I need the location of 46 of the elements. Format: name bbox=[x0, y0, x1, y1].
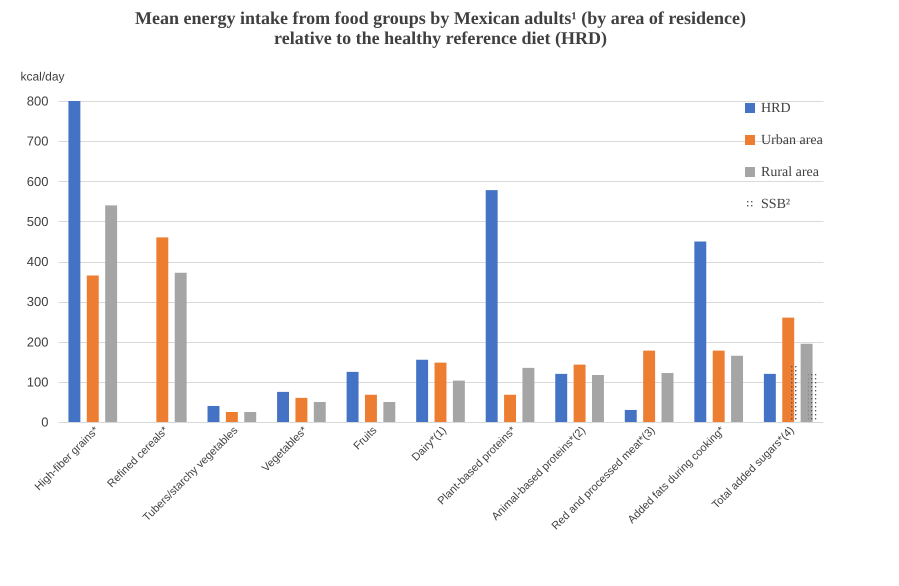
bar bbox=[156, 237, 168, 422]
bar bbox=[434, 362, 446, 422]
bar bbox=[208, 406, 220, 422]
bar bbox=[643, 350, 656, 422]
bar bbox=[86, 276, 99, 422]
y-tick-label: 100 bbox=[26, 374, 48, 390]
y-tick-label: 200 bbox=[26, 334, 48, 350]
text: relative to the healthy reference diet (HRD) bbox=[274, 28, 607, 48]
bar bbox=[504, 394, 516, 422]
y-tick-label: 0 bbox=[41, 414, 48, 430]
bar bbox=[244, 412, 256, 422]
bar bbox=[314, 402, 326, 422]
bar bbox=[574, 364, 586, 422]
bar bbox=[764, 374, 776, 422]
y-tick-label: 300 bbox=[26, 294, 48, 310]
bar bbox=[731, 356, 744, 422]
bar bbox=[383, 402, 396, 422]
bar bbox=[68, 101, 80, 422]
y-axis-title: kcal/day bbox=[20, 70, 65, 84]
bar bbox=[295, 398, 308, 422]
bar bbox=[694, 241, 706, 422]
y-tick-label: 400 bbox=[26, 254, 48, 269]
legend-label: HRD bbox=[761, 101, 791, 116]
y-tick-label: 500 bbox=[26, 214, 48, 229]
bar bbox=[346, 372, 359, 422]
bar bbox=[105, 205, 118, 422]
bar bbox=[277, 392, 290, 422]
bar bbox=[364, 394, 377, 422]
bar bbox=[416, 360, 428, 422]
bar bbox=[592, 375, 604, 422]
y-tick-label: 700 bbox=[26, 134, 48, 149]
bar bbox=[452, 380, 465, 422]
bar bbox=[662, 373, 674, 422]
text: Mean energy intake from food groups by Mexican adults¹ (by area of residence) bbox=[134, 8, 746, 28]
bar bbox=[486, 190, 498, 422]
y-tick-label: 600 bbox=[26, 174, 48, 189]
bar bbox=[522, 368, 534, 422]
y-tick-label: 800 bbox=[26, 94, 48, 108]
bar bbox=[226, 412, 238, 422]
bar bbox=[712, 350, 725, 422]
bar bbox=[555, 374, 568, 422]
legend-label: Urban area bbox=[761, 133, 824, 148]
legend-label: Rural area bbox=[761, 165, 820, 180]
bar bbox=[174, 272, 187, 422]
legend-label: SSB² bbox=[761, 197, 790, 212]
bar bbox=[624, 410, 637, 422]
